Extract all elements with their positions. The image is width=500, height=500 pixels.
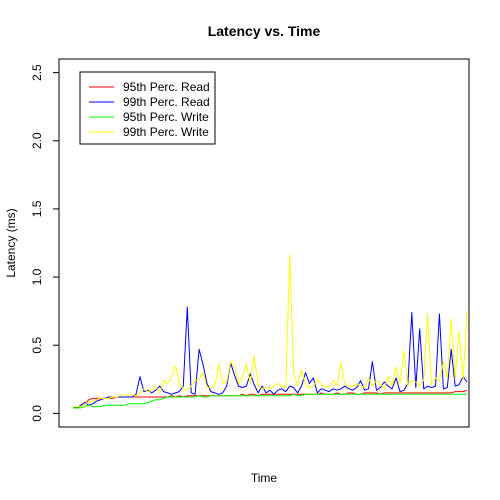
series-line-1 — [73, 389, 468, 409]
y-axis: 0.0 0.5 1.0 1.5 2.0 2.5 — [30, 64, 60, 422]
y-tick-label: 0.5 — [30, 337, 44, 354]
y-tick-label: 1.0 — [30, 268, 44, 285]
legend-label: 99th Perc. Write — [123, 125, 209, 139]
y-axis-title: Latency (ms) — [4, 208, 18, 277]
y-tick-label: 0.0 — [30, 405, 44, 422]
series-line-4 — [73, 254, 468, 408]
chart-title: Latency vs. Time — [208, 23, 321, 39]
legend-label: 95th Perc. Read — [123, 80, 210, 94]
series-line-2 — [72, 306, 468, 409]
legend-label: 95th Perc. Write — [123, 110, 209, 124]
y-tick-label: 1.5 — [30, 200, 44, 217]
y-tick-label: 2.0 — [30, 132, 44, 149]
series-line-3 — [73, 393, 467, 409]
x-axis-title: Time — [251, 471, 278, 485]
y-tick-label: 2.5 — [30, 64, 44, 81]
series-layer — [72, 254, 468, 409]
legend-label: 99th Perc. Read — [123, 95, 210, 109]
